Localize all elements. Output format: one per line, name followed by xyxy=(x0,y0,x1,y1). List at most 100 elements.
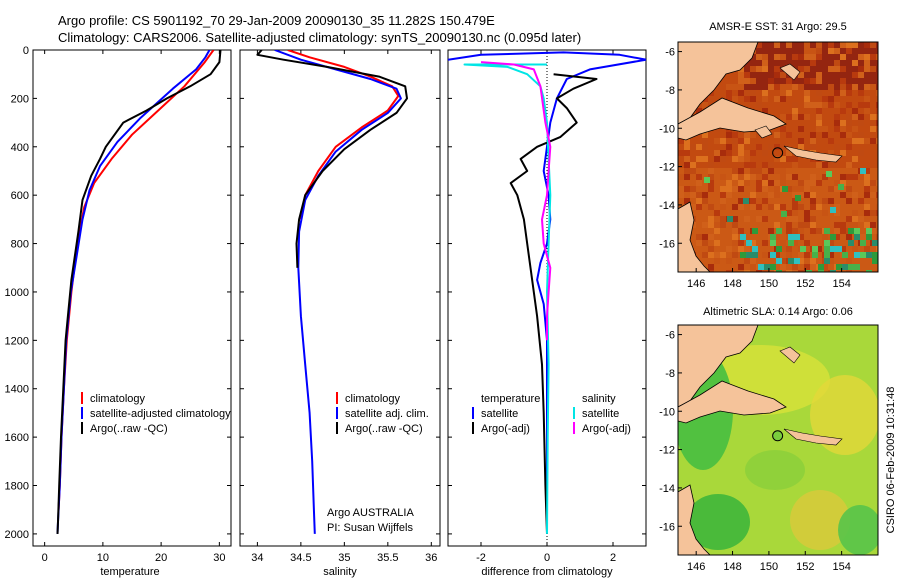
sst-cell xyxy=(792,108,798,114)
sst-missing-cell xyxy=(776,258,782,264)
sst-cell xyxy=(810,192,816,198)
sst-cell xyxy=(744,216,750,222)
sst-cell xyxy=(876,180,878,186)
sst-missing-cell xyxy=(764,264,770,270)
series-line-salinity-satellite xyxy=(463,63,552,534)
sst-cell xyxy=(798,270,804,272)
legend-overflow-mask xyxy=(232,390,239,440)
sst-cell xyxy=(744,258,750,264)
sst-cell xyxy=(822,270,828,272)
sst-map-title: AMSR-E SST: 31 Argo: 29.5 xyxy=(709,21,847,33)
sst-cell xyxy=(786,156,792,162)
sst-cell xyxy=(702,156,708,162)
sst-cell xyxy=(864,210,870,216)
sst-missing-cell xyxy=(854,234,860,240)
sst-cell xyxy=(840,108,846,114)
sst-cell xyxy=(774,180,780,186)
sst-cell xyxy=(840,66,846,72)
sst-cell xyxy=(750,264,756,270)
sst-cell xyxy=(780,126,786,132)
sst-cell xyxy=(738,138,744,144)
sst-cell xyxy=(774,84,780,90)
x-tick-label: 2 xyxy=(610,552,616,564)
sla-green-patch xyxy=(745,450,805,490)
sst-cell xyxy=(846,90,852,96)
title-line-2: Climatology: CARS2006. Satellite-adjuste… xyxy=(58,30,581,45)
sst-cell xyxy=(738,150,744,156)
sst-cell xyxy=(792,216,798,222)
y-tick-label: 1800 xyxy=(5,481,29,493)
x-tick-label: 10 xyxy=(97,552,109,564)
sst-missing-cell xyxy=(704,177,710,183)
sst-cell xyxy=(780,204,786,210)
sst-cell xyxy=(816,78,822,84)
sst-cell xyxy=(870,180,876,186)
sst-cell xyxy=(852,138,858,144)
sst-cell xyxy=(816,246,822,252)
sst-cell xyxy=(852,72,858,78)
sst-cell xyxy=(876,210,878,216)
sst-cell xyxy=(840,84,846,90)
sst-cell xyxy=(774,72,780,78)
sst-cell xyxy=(840,120,846,126)
map-x-tick-label: 146 xyxy=(687,278,705,290)
sst-cell xyxy=(834,234,840,240)
sst-cell xyxy=(786,270,792,272)
sst-cell xyxy=(732,186,738,192)
sst-cell xyxy=(750,162,756,168)
legend-label-sal-satellite: satellite xyxy=(582,408,619,420)
sst-cell xyxy=(756,216,762,222)
sst-cell xyxy=(714,150,720,156)
y-tick-label: 400 xyxy=(11,142,29,154)
sst-missing-cell xyxy=(824,228,830,234)
sst-missing-cell xyxy=(830,270,836,272)
sst-cell xyxy=(762,186,768,192)
sst-cell xyxy=(804,192,810,198)
sst-cell xyxy=(804,96,810,102)
sst-missing-cell xyxy=(752,252,758,258)
sst-cell xyxy=(708,216,714,222)
sst-cell xyxy=(714,210,720,216)
sst-cell xyxy=(768,168,774,174)
sst-cell xyxy=(870,210,876,216)
sst-cell xyxy=(810,78,816,84)
sst-cell xyxy=(726,180,732,186)
sst-cell xyxy=(798,126,804,132)
sst-cell xyxy=(870,84,876,90)
sst-missing-cell xyxy=(854,264,860,270)
sst-cell xyxy=(816,114,822,120)
sst-cell xyxy=(708,246,714,252)
sst-cell xyxy=(822,132,828,138)
sst-cell xyxy=(762,66,768,72)
sst-cell xyxy=(750,258,756,264)
sst-cell xyxy=(852,192,858,198)
sst-cell xyxy=(756,42,762,48)
sst-cell xyxy=(792,186,798,192)
legend-label-temp-satellite: satellite xyxy=(481,408,518,420)
legend-header-temperature: temperature xyxy=(481,393,540,405)
sst-missing-cell xyxy=(776,270,782,272)
sst-cell xyxy=(684,174,690,180)
sst-cell xyxy=(720,216,726,222)
sst-cell xyxy=(744,90,750,96)
sst-missing-cell xyxy=(842,264,848,270)
sst-missing-cell xyxy=(824,246,830,252)
sst-cell xyxy=(840,150,846,156)
salinity-series xyxy=(256,50,408,534)
sst-cell xyxy=(780,168,786,174)
sst-cell xyxy=(798,234,804,240)
sst-cell xyxy=(786,84,792,90)
sst-cell xyxy=(816,102,822,108)
sst-missing-cell xyxy=(818,264,824,270)
sst-cell xyxy=(876,96,878,102)
sst-cell xyxy=(744,174,750,180)
sst-cell xyxy=(834,204,840,210)
sst-cell xyxy=(732,252,738,258)
sst-cell xyxy=(858,198,864,204)
sst-cell xyxy=(828,96,834,102)
sst-missing-cell xyxy=(795,195,801,201)
sst-cell xyxy=(720,138,726,144)
x-tick-label: 0 xyxy=(42,552,48,564)
sst-cell xyxy=(750,96,756,102)
sst-cell xyxy=(702,144,708,150)
